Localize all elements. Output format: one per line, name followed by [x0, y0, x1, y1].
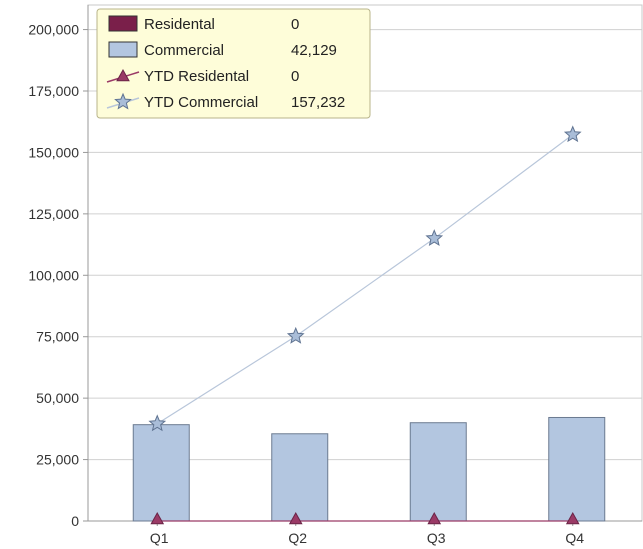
x-tick-label-q2: Q2: [288, 530, 307, 546]
y-tick-label: 25,000: [36, 452, 79, 468]
tooltip-value-ytd-residental: 0: [291, 68, 299, 85]
axes: 0 25,000 50,000 75,000 100,000 125,000 150,000…: [28, 5, 642, 546]
point-ytd-commercial-q4: [563, 125, 582, 143]
point-ytd-residental-q4: [565, 511, 580, 525]
tooltip-value-ytd-commercial: 157,232: [291, 94, 345, 111]
point-ytd-commercial-q1: [148, 414, 167, 432]
tooltip-swatch-residental: [108, 15, 138, 32]
tooltip-label-residental: Residental: [144, 16, 215, 33]
tooltip-box: [96, 8, 371, 119]
tooltip: Residental 0 Commercial 42,129 YTD Residenta…: [96, 8, 371, 119]
y-tick-label: 150,000: [28, 144, 79, 160]
bar-commercial-q3: [409, 422, 467, 522]
tooltip-label-commercial: Commercial: [144, 42, 224, 59]
tooltip-swatch-commercial: [108, 41, 138, 58]
y-tick-label: 100,000: [28, 267, 79, 283]
x-tick-label-q4: Q4: [565, 530, 584, 546]
y-tick-label: 125,000: [28, 206, 79, 222]
point-ytd-commercial-q2: [286, 326, 305, 344]
lines: [148, 125, 582, 525]
tooltip-value-residental: 0: [291, 16, 299, 33]
bar-commercial-q1: [132, 424, 190, 522]
y-tick-label: 200,000: [28, 22, 79, 38]
y-tick-label: 0: [71, 513, 79, 529]
bar-commercial-q2: [271, 433, 329, 522]
y-tick-label: 75,000: [36, 329, 79, 345]
point-ytd-commercial-q3: [425, 229, 444, 246]
tooltip-value-commercial: 42,129: [291, 42, 337, 59]
bars: [132, 416, 606, 522]
point-ytd-residental-q1: [150, 511, 165, 525]
x-tick-label-q3: Q3: [427, 530, 446, 546]
y-tick-label: 50,000: [36, 390, 79, 406]
tooltip-marker-ytd-residental: [116, 68, 130, 82]
bar-commercial-q4: [548, 416, 606, 522]
point-ytd-residental-q2: [288, 511, 303, 525]
tooltip-label-ytd-commercial: YTD Commercial: [144, 94, 258, 111]
x-tick-label-q1: Q1: [150, 530, 169, 546]
point-ytd-residental-q3: [427, 511, 442, 525]
tooltip-marker-ytd-commercial: [114, 92, 132, 110]
y-tick-label: 175,000: [28, 83, 79, 99]
line-ytd-commercial: [156, 134, 574, 425]
tooltip-label-ytd-residental: YTD Residental: [144, 68, 249, 85]
